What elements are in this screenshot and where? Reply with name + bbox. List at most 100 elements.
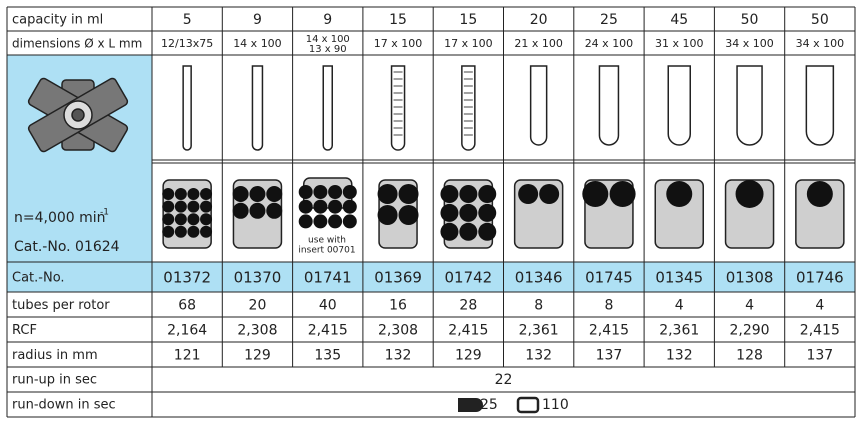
cell: 25 bbox=[480, 397, 498, 413]
cell: 4 bbox=[675, 298, 684, 314]
insert-hole bbox=[187, 213, 200, 226]
insert-hole bbox=[328, 214, 343, 229]
cell: 129 bbox=[455, 348, 482, 364]
insert-hole bbox=[174, 225, 187, 238]
row-label: RCF bbox=[12, 323, 37, 338]
insert-hole bbox=[478, 185, 497, 203]
insert-hole bbox=[440, 222, 459, 241]
insert-hole bbox=[459, 185, 478, 203]
tube-icon bbox=[736, 65, 763, 146]
insert-hole bbox=[162, 200, 175, 213]
cell: 8 bbox=[534, 298, 543, 314]
insert-hole bbox=[232, 186, 249, 202]
insert-hole bbox=[187, 200, 200, 213]
cell: 2,415 bbox=[800, 323, 840, 339]
row-label: radius in mm bbox=[12, 348, 98, 363]
cell: 50 bbox=[741, 12, 759, 28]
insert-hole bbox=[200, 200, 213, 213]
insert-hole bbox=[609, 181, 636, 207]
insert-hole bbox=[806, 181, 833, 207]
cell: 01746 bbox=[796, 269, 844, 287]
row-label: dimensions Ø x L mm bbox=[12, 37, 142, 51]
cell: 2,415 bbox=[448, 323, 488, 339]
cell: 132 bbox=[666, 348, 693, 364]
cell: 14 x 100 bbox=[233, 37, 282, 50]
cell: 2,415 bbox=[308, 323, 348, 339]
rotor-speed: n=4,000 min bbox=[14, 210, 106, 226]
cell: 68 bbox=[178, 298, 196, 314]
insert-hole bbox=[298, 214, 313, 229]
insert-hole bbox=[539, 184, 560, 204]
cell: 2,308 bbox=[378, 323, 418, 339]
insert-hole bbox=[249, 186, 266, 202]
row-label: tubes per rotor bbox=[12, 298, 110, 313]
cell: 2,308 bbox=[237, 323, 277, 339]
insert-hole bbox=[174, 188, 187, 200]
tube-icon bbox=[805, 65, 835, 146]
insert-note: use with bbox=[308, 236, 346, 246]
cell: 34 x 100 bbox=[796, 37, 845, 50]
tube-icon bbox=[529, 65, 548, 146]
insert-hole bbox=[200, 225, 213, 238]
cell: 25 bbox=[600, 12, 618, 28]
cell: 9 bbox=[323, 12, 332, 28]
tube-icon bbox=[667, 65, 691, 146]
insert-hole bbox=[478, 222, 497, 241]
insert-hole bbox=[377, 205, 398, 225]
insert-hole bbox=[249, 202, 266, 219]
cell: 01345 bbox=[655, 269, 703, 287]
insert-hole bbox=[187, 188, 200, 200]
tube-icon bbox=[390, 65, 406, 151]
insert-hole bbox=[478, 203, 497, 222]
cell: 01745 bbox=[585, 269, 633, 287]
insert-hole bbox=[187, 225, 200, 238]
brake-icon bbox=[458, 398, 483, 412]
insert-hole bbox=[342, 199, 357, 214]
cell: 34 x 100 bbox=[725, 37, 774, 50]
cell: 132 bbox=[385, 348, 412, 364]
cell: 137 bbox=[806, 348, 833, 364]
cell: 01346 bbox=[515, 269, 563, 287]
cell: 01372 bbox=[163, 269, 211, 287]
insert-hole bbox=[440, 185, 459, 203]
insert-hole bbox=[298, 199, 313, 214]
insert-hole bbox=[440, 203, 459, 222]
tube-icon bbox=[251, 65, 264, 151]
cell: 01370 bbox=[234, 269, 282, 287]
insert-hole bbox=[162, 225, 175, 238]
insert-hole bbox=[298, 185, 313, 199]
insert-hole bbox=[377, 184, 398, 204]
cell: 01742 bbox=[444, 269, 492, 287]
rotor-cat-no: Cat.-No. 01624 bbox=[14, 239, 120, 255]
cell: 128 bbox=[736, 348, 763, 364]
insert-hole bbox=[398, 205, 419, 225]
cell: 20 bbox=[249, 298, 267, 314]
rotor-speed-exponent: -1 bbox=[100, 208, 109, 218]
cell: 2,164 bbox=[167, 323, 207, 339]
insert-hole bbox=[328, 199, 343, 214]
row-label: run-up in sec bbox=[12, 373, 97, 388]
insert-hole bbox=[313, 185, 328, 199]
insert-hole bbox=[459, 222, 478, 241]
cell: 01741 bbox=[304, 269, 352, 287]
insert-note: insert 00701 bbox=[298, 246, 355, 256]
insert-hole bbox=[162, 188, 175, 200]
insert-hole bbox=[518, 184, 539, 204]
insert-hole bbox=[232, 202, 249, 219]
insert-hole bbox=[174, 213, 187, 226]
insert-hole bbox=[735, 180, 764, 208]
insert-hole bbox=[162, 213, 175, 226]
cell: 137 bbox=[596, 348, 623, 364]
cell: 5 bbox=[183, 12, 192, 28]
insert-hole bbox=[342, 185, 357, 199]
insert-hole bbox=[582, 181, 609, 207]
cell: 45 bbox=[670, 12, 688, 28]
cell: 15 bbox=[389, 12, 407, 28]
cell: 132 bbox=[525, 348, 552, 364]
cell: 8 bbox=[604, 298, 613, 314]
cell: 17 x 100 bbox=[374, 37, 423, 50]
cell: 15 bbox=[459, 12, 477, 28]
insert-hole bbox=[174, 200, 187, 213]
cell: 2,290 bbox=[730, 323, 770, 339]
